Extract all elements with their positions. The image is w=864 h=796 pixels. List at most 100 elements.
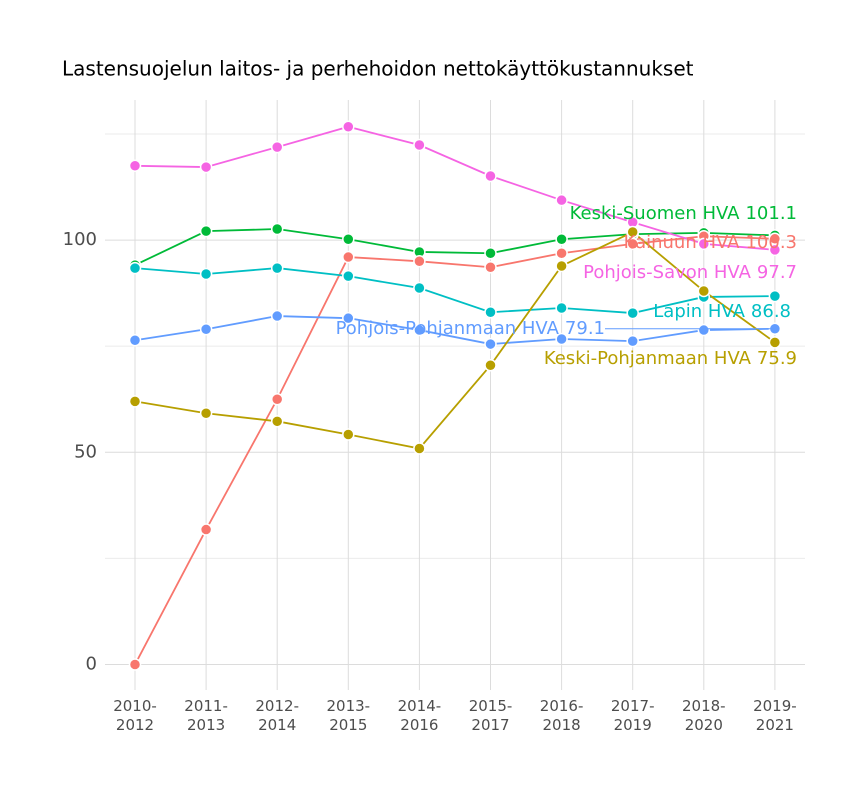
point [270,222,284,236]
point [555,301,568,315]
point [270,392,284,406]
point [555,259,568,273]
x-tick-label: 2018-2020 [682,697,726,734]
point [342,269,355,283]
x-tick-line: 2016 [400,716,438,734]
series-line [134,235,775,665]
x-tick-label: 2017-2019 [611,697,655,734]
x-tick-label: 2015-2017 [469,697,513,734]
x-tick-line: 2013- [327,697,371,715]
point [199,523,213,536]
end-label-value: 79.1 [565,318,605,339]
point [270,261,284,275]
point [342,232,355,246]
point [484,359,497,372]
end-label-name: Pohjois-Savon HVA [583,262,751,283]
point [555,246,568,260]
point [413,255,426,268]
point [626,306,639,320]
end-label-name: Keski-Suomen HVA [570,203,741,224]
point [555,332,568,346]
point [484,337,497,351]
x-tick-label: 2011-2013 [184,697,228,734]
point [128,159,142,173]
x-tick-label: 2010-2012 [113,697,157,734]
point [626,237,639,251]
y-tick-label: 50 [74,441,97,462]
x-tick-line: 2015- [469,697,513,715]
series-line [134,125,775,251]
point [768,336,782,349]
end-label: Keski-Suomen HVA 101.1 [570,203,797,224]
end-label: Lapin HVA 86.8 [653,301,791,322]
end-label: Pohjois-Pohjanmaan HVA 79.1 [336,318,605,339]
point [199,267,213,281]
series-line [134,230,776,450]
point [199,160,213,174]
x-tick-label: 2013-2015 [327,697,371,734]
end-label-name: Pohjois-Pohjanmaan HVA [336,318,560,339]
point [342,250,355,264]
point [270,415,284,428]
point [697,237,711,251]
y-tick-label: 100 [63,229,97,250]
end-label-value: 97.7 [757,262,797,283]
x-tick-line: 2016- [540,697,584,715]
series-line [134,315,775,345]
end-label: Keski-Pohjanmaan HVA 75.9 [544,348,797,369]
x-tick-line: 2021 [756,716,794,734]
x-tick-label: 2019-2021 [753,697,797,734]
end-label-value: 101.1 [745,203,797,224]
point [199,322,213,336]
x-tick-line: 2017- [611,697,655,715]
end-label-name: Lapin HVA [653,301,745,322]
point [342,428,355,441]
x-tick-line: 2010- [113,697,157,715]
point [413,138,426,152]
point [768,243,782,257]
point [128,261,142,275]
point [484,260,497,274]
point [128,395,142,408]
point [484,246,497,260]
end-label-name: Kainuun HVA [624,232,741,253]
point [413,442,426,455]
x-tick-line: 2019 [614,716,652,734]
x-tick-label: 2012-2014 [255,697,299,734]
point [626,225,639,239]
point [555,193,568,207]
x-tick-line: 2012 [116,716,154,734]
x-tick-line: 2013 [187,716,225,734]
point [697,323,711,337]
x-tick-line: 2018 [543,716,581,734]
point [199,224,213,238]
point [484,169,497,183]
point [270,309,284,323]
y-tick-label: 0 [86,654,97,675]
x-tick-line: 2011- [184,697,228,715]
x-tick-line: 2019- [753,697,797,715]
point [128,658,142,671]
end-label: Pohjois-Savon HVA 97.7 [583,262,797,283]
point [413,281,426,295]
point [128,333,142,347]
point [484,305,497,319]
chart-title: Lastensuojelun laitos- ja perhehoidon ne… [62,57,694,81]
point [199,407,213,420]
point [342,311,355,325]
end-label-value: 100.3 [745,232,797,253]
x-tick-line: 2018- [682,697,726,715]
point [342,120,355,133]
end-label-value: 86.8 [751,301,791,322]
end-label-value: 75.9 [757,348,797,369]
point [768,289,782,303]
x-tick-line: 2014 [258,716,296,734]
x-tick-line: 2014- [398,697,442,715]
x-tick-line: 2012- [255,697,299,715]
x-tick-label: 2016-2018 [540,697,584,734]
point [626,334,639,348]
x-tick-line: 2015 [329,716,367,734]
x-tick-label: 2014-2016 [398,697,442,734]
